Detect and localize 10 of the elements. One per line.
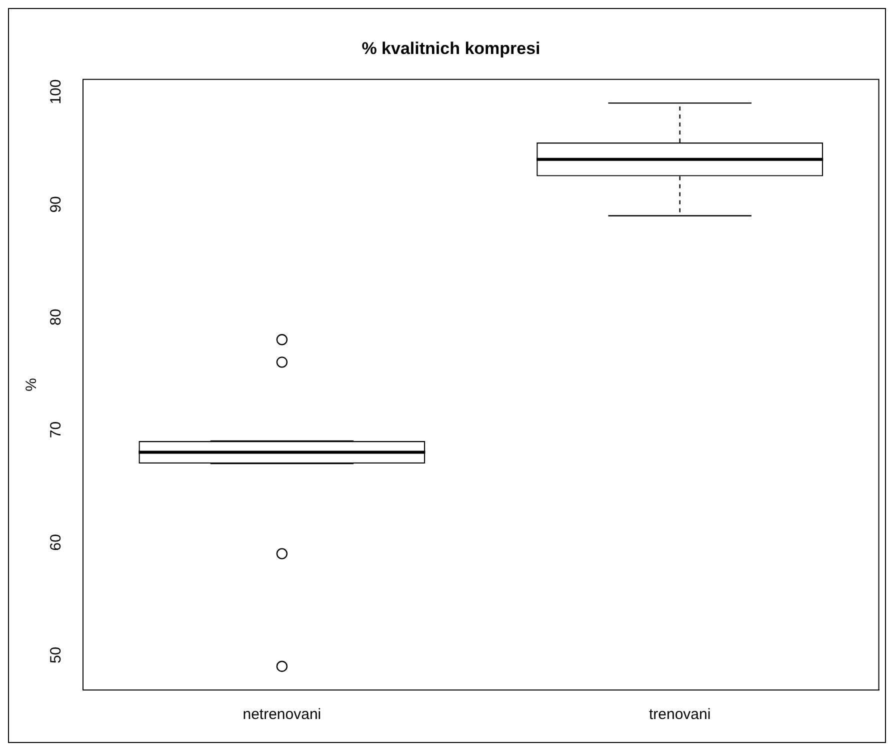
chart-title: % kvalitnich kompresi — [362, 38, 540, 58]
y-tick-label: 90 — [48, 196, 65, 213]
y-tick-label: 70 — [48, 421, 65, 438]
x-tick-label: trenovani — [648, 706, 711, 724]
y-axis-title: % — [23, 378, 40, 392]
y-tick-label: 100 — [48, 79, 65, 104]
y-tick-label: 60 — [48, 534, 65, 551]
x-tick-label: netrenovani — [242, 706, 322, 724]
y-tick-label: 50 — [48, 646, 65, 664]
y-tick-label: 80 — [48, 308, 65, 326]
